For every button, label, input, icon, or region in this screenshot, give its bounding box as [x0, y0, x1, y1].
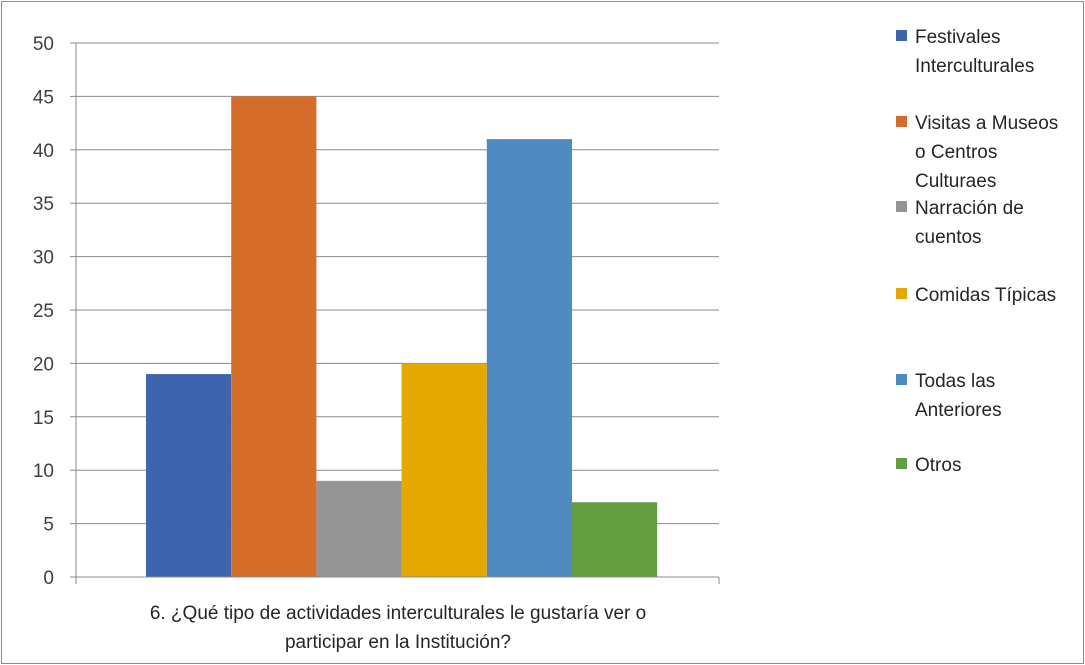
legend-swatch: [896, 374, 907, 385]
legend-label: Narración de: [915, 198, 1024, 219]
legend-item: Comidas Típicas: [896, 285, 1056, 306]
legend-item: Otros: [896, 455, 961, 476]
y-tick-label: 25: [33, 301, 54, 322]
legend-label: Comidas Típicas: [915, 285, 1056, 306]
y-tick-label: 0: [43, 568, 54, 589]
legend-label: o Centros: [915, 142, 997, 163]
legend-label: Todas las: [915, 371, 995, 392]
y-axis-ticks: 0 5 10 15 20 25 30 35 40 45 50: [33, 34, 54, 589]
y-tick-label: 15: [33, 408, 54, 429]
y-tick-label: 10: [33, 461, 54, 482]
y-tick-label: 35: [33, 194, 54, 215]
bar: [231, 96, 317, 578]
bar: [572, 502, 658, 577]
y-tick-label: 45: [33, 87, 54, 108]
legend-label: cuentos: [915, 227, 982, 248]
legend-label: Interculturales: [915, 56, 1034, 77]
legend-label: Otros: [915, 455, 961, 476]
bar: [486, 139, 572, 577]
bar: [146, 374, 232, 577]
legend-label: Festivales: [915, 27, 1001, 48]
y-tick-label: 30: [33, 248, 54, 269]
legend-swatch: [896, 458, 907, 469]
legend-swatch: [896, 30, 907, 41]
y-tick-label: 5: [43, 515, 54, 536]
bar: [316, 480, 402, 577]
legend-swatch: [896, 288, 907, 299]
category-label: 6. ¿Qué tipo de actividades intercultura…: [150, 603, 646, 653]
legend-swatch: [896, 116, 907, 127]
y-tick-label: 40: [33, 141, 54, 162]
legend: Festivales Interculturales Visitas a Museo…: [896, 27, 1058, 476]
x-category-label: 6. ¿Qué tipo de actividades intercultura…: [150, 603, 646, 624]
legend-item: Visitas a Museos o Centros Culturaes: [896, 113, 1058, 192]
axes: [70, 42, 720, 584]
legend-label: Culturaes: [915, 171, 996, 192]
legend-label: Anteriores: [915, 400, 1002, 421]
bar: [401, 363, 487, 577]
legend-swatch: [896, 201, 907, 212]
legend-item: Festivales Interculturales: [896, 27, 1034, 77]
x-category-label: participar en la Institución?: [285, 632, 511, 653]
y-tick-label: 50: [33, 34, 54, 55]
bars: [146, 96, 658, 578]
legend-item: Narración de cuentos: [896, 198, 1024, 248]
legend-item: Todas las Anteriores: [896, 371, 1002, 421]
y-tick-label: 20: [33, 354, 54, 375]
legend-label: Visitas a Museos: [915, 113, 1058, 134]
